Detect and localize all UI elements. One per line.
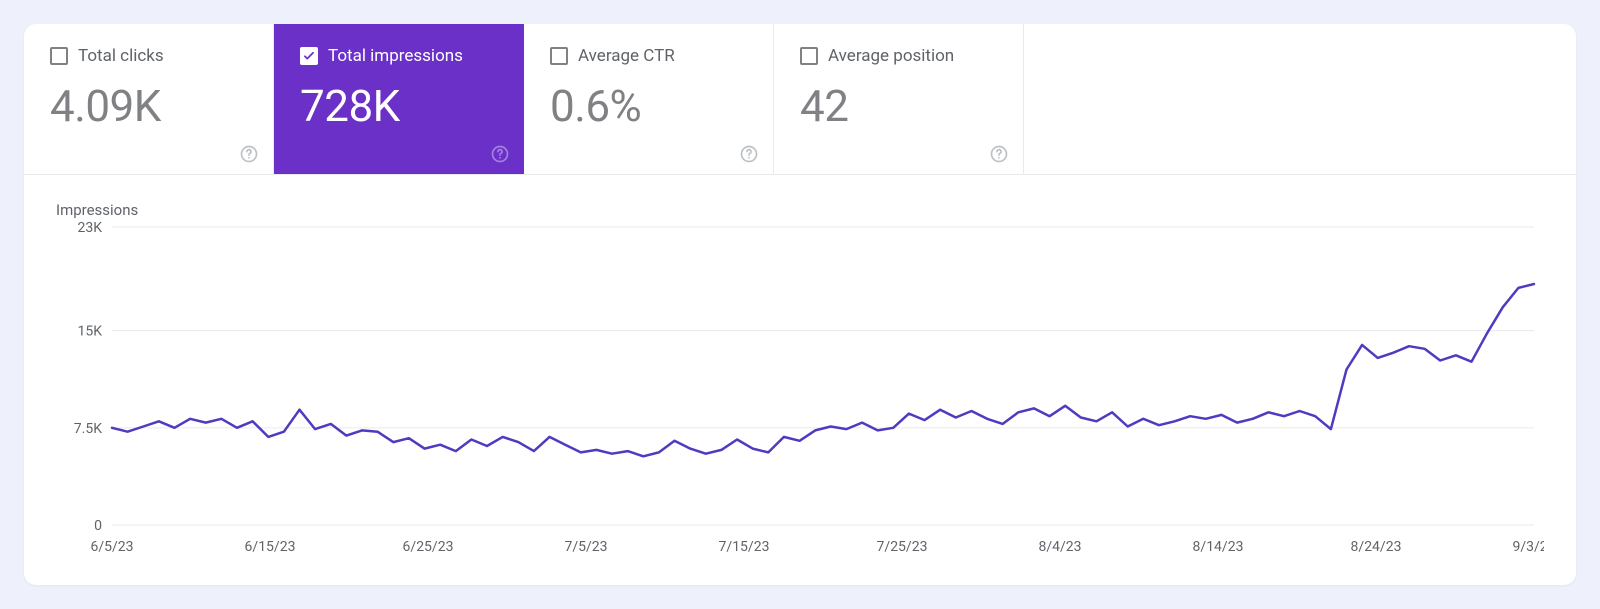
x-tick-label: 7/5/23 — [564, 539, 607, 555]
help-icon[interactable] — [739, 144, 759, 164]
x-tick-label: 7/25/23 — [877, 539, 928, 555]
chart-area: Impressions 0 7.5K 15K 23K 6/5/23 6/15/23 6/25… — [24, 175, 1576, 581]
x-tick-label: 9/3/23 — [1512, 539, 1544, 555]
chart-title: Impressions — [56, 201, 1544, 219]
x-tick-label: 6/25/23 — [403, 539, 454, 555]
metric-value: 42 — [800, 80, 997, 132]
metric-value: 0.6% — [550, 80, 747, 132]
metric-header: Total clicks — [50, 46, 247, 66]
checkbox-average-ctr[interactable] — [550, 47, 568, 65]
help-icon[interactable] — [989, 144, 1009, 164]
x-tick-label: 6/15/23 — [245, 539, 296, 555]
metric-header: Total impressions — [300, 46, 498, 66]
y-tick-label: 15K — [77, 324, 102, 340]
x-tick-label: 8/24/23 — [1351, 539, 1402, 555]
metric-card-total-impressions[interactable]: Total impressions 728K — [274, 24, 524, 174]
metrics-row: Total clicks 4.09K Total impressions 728… — [24, 24, 1576, 175]
metric-header: Average position — [800, 46, 997, 66]
metric-label: Average position — [828, 46, 954, 66]
impressions-chart: 0 7.5K 15K 23K 6/5/23 6/15/23 6/25/23 7/5/23 7/1… — [56, 221, 1544, 561]
metric-card-average-ctr[interactable]: Average CTR 0.6% — [524, 24, 774, 174]
x-tick-label: 8/4/23 — [1038, 539, 1081, 555]
x-tick-label: 7/15/23 — [719, 539, 770, 555]
x-tick-label: 8/14/23 — [1193, 539, 1244, 555]
analytics-panel: Total clicks 4.09K Total impressions 728… — [24, 24, 1576, 585]
help-icon[interactable] — [490, 144, 510, 164]
impressions-series — [112, 284, 1534, 456]
metric-value: 728K — [300, 80, 498, 132]
x-tick-label: 6/5/23 — [90, 539, 133, 555]
help-icon[interactable] — [239, 144, 259, 164]
metric-value: 4.09K — [50, 80, 247, 132]
metric-label: Average CTR — [578, 46, 675, 66]
checkbox-total-impressions[interactable] — [300, 47, 318, 65]
checkbox-average-position[interactable] — [800, 47, 818, 65]
y-tick-label: 0 — [94, 518, 102, 534]
y-tick-label: 7.5K — [74, 421, 102, 437]
metric-label: Total impressions — [328, 46, 463, 66]
metric-header: Average CTR — [550, 46, 747, 66]
metric-card-average-position[interactable]: Average position 42 — [774, 24, 1024, 174]
metric-label: Total clicks — [78, 46, 164, 66]
y-tick-label: 23K — [77, 221, 102, 236]
checkbox-total-clicks[interactable] — [50, 47, 68, 65]
metric-card-total-clicks[interactable]: Total clicks 4.09K — [24, 24, 274, 174]
